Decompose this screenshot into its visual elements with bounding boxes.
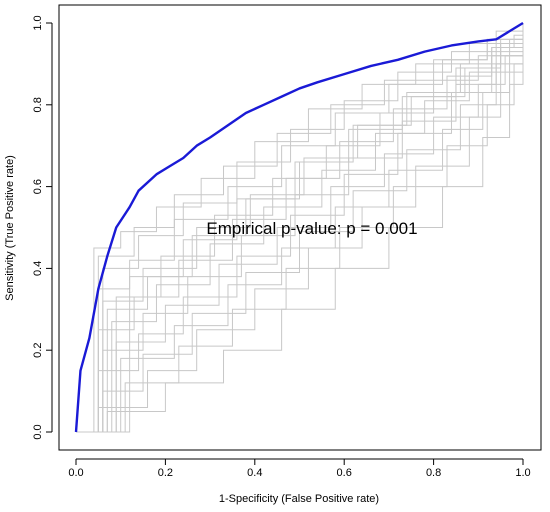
x-tick-label: 0.8: [426, 467, 441, 479]
permuted-curves: [76, 23, 524, 433]
x-tick-label: 0.0: [68, 467, 83, 479]
y-tick-label: 0.6: [32, 179, 44, 194]
permuted-curve-10: [76, 23, 524, 433]
y-tick-label: 0.2: [32, 343, 44, 358]
permuted-curve-14: [76, 23, 524, 433]
x-tick-label: 0.6: [337, 467, 352, 479]
p-value-annotation: Empirical p-value: p = 0.001: [206, 219, 417, 238]
permuted-curve-18: [76, 23, 524, 433]
y-axis: 0.0 0.2 0.4 0.6 0.8 1.0: [32, 15, 53, 440]
permuted-curve-12: [76, 23, 524, 433]
x-tick-label: 0.2: [158, 467, 173, 479]
permuted-curve-15: [76, 23, 524, 433]
permuted-curve-17: [76, 23, 524, 433]
permuted-curve-2: [76, 23, 524, 433]
permuted-curve-13: [76, 23, 524, 433]
plot-frame: [58, 4, 542, 451]
permuted-curve-8: [76, 23, 524, 433]
x-axis: 0.0 0.2 0.4 0.6 0.8 1.0: [68, 458, 531, 479]
y-tick-label: 0.8: [32, 97, 44, 112]
observed-roc-line: [74, 21, 524, 433]
x-tick-label: 1.0: [515, 467, 530, 479]
y-tick-label: 0.4: [32, 261, 44, 276]
x-axis-title: 1-Specificity (False Positive rate): [219, 493, 379, 505]
y-axis-title: Sensitivity (True Positive rate): [4, 155, 16, 301]
y-tick-label: 0.0: [32, 424, 44, 439]
y-tick-label: 1.0: [32, 15, 44, 30]
observed-roc-curve: [74, 21, 524, 433]
x-tick-label: 0.4: [247, 467, 262, 479]
permuted-curve-11: [76, 23, 524, 433]
permuted-curve-16: [76, 23, 524, 433]
